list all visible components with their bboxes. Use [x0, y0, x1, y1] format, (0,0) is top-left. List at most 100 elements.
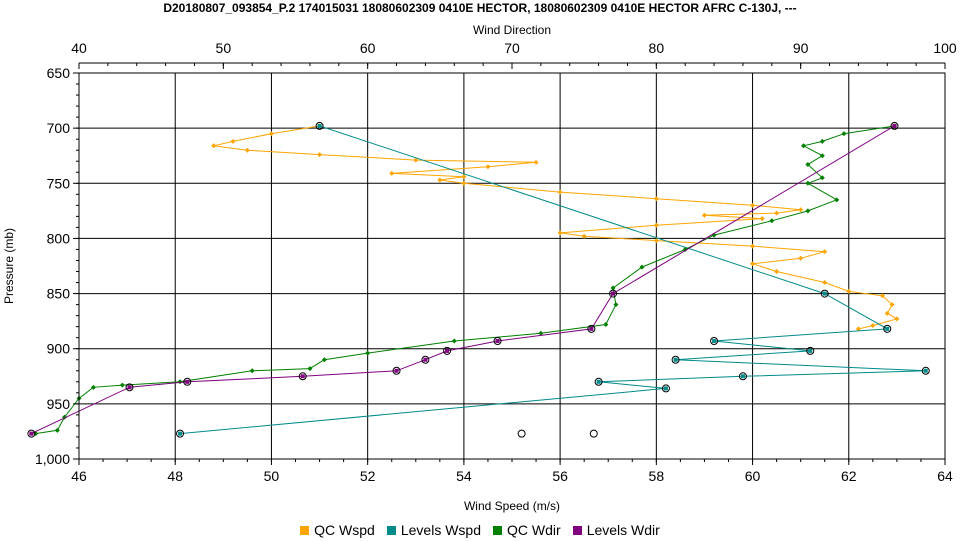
top-tick-label: 80	[649, 40, 665, 56]
data-point-qc-wdir	[805, 208, 811, 214]
data-point-qc-wspd	[894, 316, 900, 322]
top-tick-label: 100	[933, 40, 957, 56]
data-point-fill-levels-wdir	[611, 291, 616, 296]
data-point-qc-wspd	[822, 249, 828, 255]
data-point-qc-wdir	[177, 379, 183, 385]
legend-label-qc-wdir: QC Wdir	[507, 522, 561, 538]
data-point-qc-wspd	[855, 326, 861, 332]
y-axis-title: Pressure (mb)	[2, 228, 16, 304]
legend-item-qc-wspd: QC Wspd	[300, 522, 375, 538]
data-point-fill-levels-wdir	[589, 326, 594, 331]
data-point-fill-levels-wspd	[923, 368, 928, 373]
data-point-qc-wspd	[701, 212, 707, 218]
legend-label-levels-wspd: Levels Wspd	[400, 522, 482, 538]
data-point-qc-wdir	[639, 264, 645, 270]
bottom-tick-label: 56	[552, 468, 568, 484]
data-point-qc-wspd	[879, 293, 885, 299]
data-point-levels-wspd	[671, 355, 680, 364]
legend-label-levels-wdir: Levels Wdir	[586, 522, 660, 538]
chart-title: D20180807_093854_P.2 174015031 180806023…	[163, 1, 797, 15]
data-point-fill-levels-wspd	[822, 291, 827, 296]
data-point-qc-wspd	[653, 238, 659, 244]
data-point-fill-levels-wspd	[596, 379, 601, 384]
data-point-fill-levels-wspd	[808, 348, 813, 353]
data-point-fill-levels-wspd	[317, 123, 322, 128]
data-point-fill-levels-wdir	[495, 338, 500, 343]
y-tick-label: 850	[47, 286, 71, 302]
data-point-fill-levels-wspd	[885, 326, 890, 331]
bottom-tick-label: 48	[167, 468, 183, 484]
legend-swatch-qc-wspd	[300, 525, 310, 535]
bottom-axis-title: Wind Speed (m/s)	[464, 499, 560, 513]
data-point-qc-wspd	[653, 222, 659, 228]
bottom-tick-label: 58	[649, 468, 665, 484]
legend-item-levels-wdir: Levels Wdir	[572, 522, 660, 538]
data-point-qc-wdir	[769, 218, 775, 224]
data-point-qc-wdir	[321, 357, 327, 363]
data-point-fill-levels-wspd	[178, 431, 183, 436]
data-point-qc-wspd	[557, 189, 563, 195]
data-point-qc-wdir	[805, 162, 811, 168]
series-line-qc-wspd	[213, 125, 899, 330]
y-tick-label: 700	[47, 120, 71, 136]
data-point-qc-wspd	[774, 269, 780, 275]
data-point-qc-wdir	[249, 368, 255, 374]
top-tick-label: 50	[216, 40, 232, 56]
data-point-levels-wspd	[883, 324, 892, 333]
data-point-levels-wdir	[421, 355, 430, 364]
data-point-qc-wdir	[603, 321, 609, 327]
data-point-qc-wdir	[119, 382, 125, 388]
data-point-levels-wdir	[443, 346, 452, 355]
y-tick-label: 900	[47, 341, 71, 357]
data-point-qc-wspd	[581, 233, 587, 239]
data-point-qc-wspd	[884, 310, 890, 316]
data-point-qc-wspd	[798, 255, 804, 261]
data-point-levels-wspd	[738, 372, 747, 381]
data-point-qc-wspd	[461, 174, 467, 180]
data-point-fill-levels-wdir	[300, 374, 305, 379]
top-tick-label: 60	[360, 40, 376, 56]
y-tick-label: 750	[47, 175, 71, 191]
bottom-tick-label: 62	[841, 468, 857, 484]
legend-swatch-levels-wspd	[386, 525, 396, 535]
data-point-qc-wspd	[798, 207, 804, 213]
data-point-levels-wspd	[594, 377, 603, 386]
legend-swatch-qc-wdir	[493, 525, 503, 535]
data-point-qc-wspd	[461, 180, 467, 186]
data-point-qc-wspd	[750, 261, 756, 267]
bottom-tick-label: 50	[264, 468, 280, 484]
data-point-fill-levels-wdir	[423, 357, 428, 362]
data-point-qc-wdir	[538, 330, 544, 336]
extra-marker	[517, 429, 526, 438]
data-point-fill-levels-wspd	[712, 338, 717, 343]
data-point-qc-wspd	[244, 147, 250, 153]
y-tick-label: 950	[47, 396, 71, 412]
bottom-tick-label: 64	[937, 468, 953, 484]
data-point-levels-wdir	[125, 383, 134, 392]
data-point-qc-wspd	[230, 138, 236, 144]
data-point-fill-levels-wdir	[892, 123, 897, 128]
data-point-levels-wdir	[493, 336, 502, 345]
data-point-qc-wspd	[774, 210, 780, 216]
series-line-qc-wdir	[35, 125, 895, 435]
data-point-levels-wspd	[661, 384, 670, 393]
data-point-levels-wspd	[921, 366, 930, 375]
bottom-tick-label: 60	[745, 468, 761, 484]
legend-label-qc-wspd: QC Wspd	[314, 522, 375, 538]
data-point-qc-wdir	[841, 131, 847, 137]
data-point-qc-wspd	[889, 302, 895, 308]
legend-item-qc-wdir: QC Wdir	[493, 522, 561, 538]
top-axis-title: Wind Direction	[473, 23, 551, 37]
y-tick-label: 1,000	[35, 451, 70, 467]
data-point-levels-wspd	[820, 289, 829, 298]
data-point-qc-wspd	[533, 159, 539, 165]
top-tick-label: 70	[504, 40, 520, 56]
y-tick-label: 800	[47, 230, 71, 246]
data-point-levels-wdir	[183, 377, 192, 386]
data-point-levels-wspd	[176, 429, 185, 438]
legend-item-levels-wspd: Levels Wspd	[386, 522, 482, 538]
data-point-fill-levels-wdir	[29, 431, 34, 436]
y-tick-label: 650	[47, 65, 71, 81]
data-point-qc-wdir	[682, 246, 688, 252]
